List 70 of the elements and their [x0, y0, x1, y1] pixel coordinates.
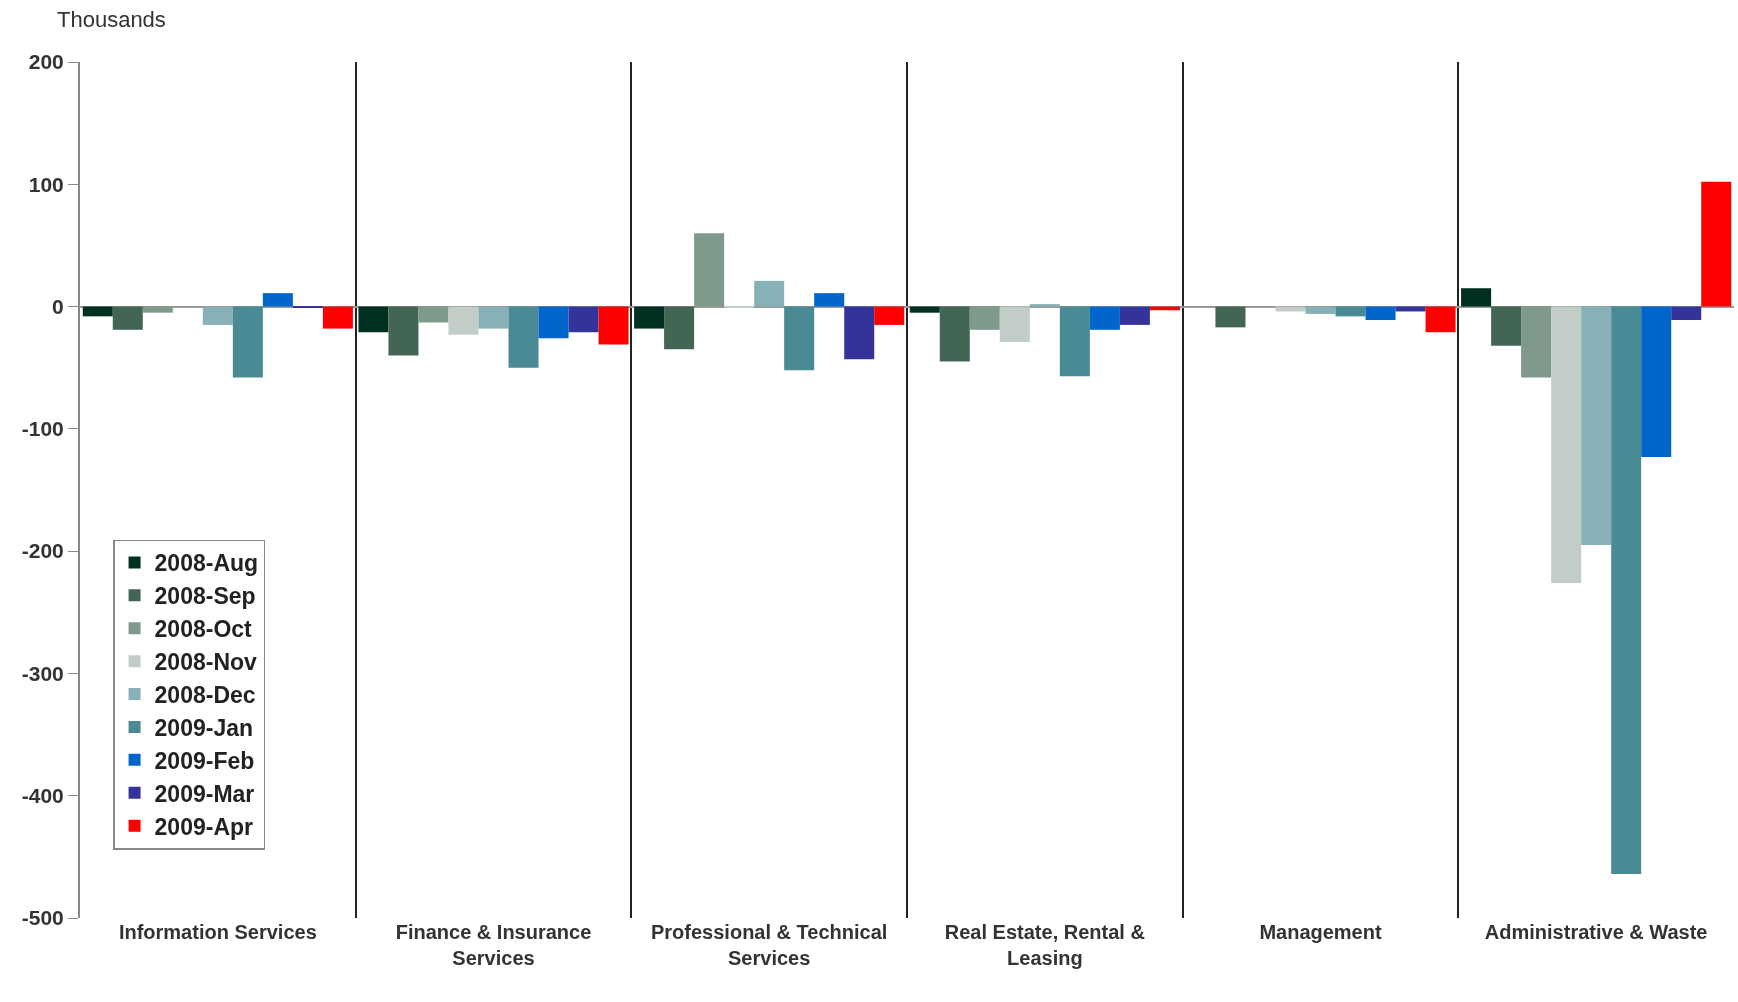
y-tick-label: -300	[21, 661, 64, 685]
x-tick-label: Administrative & Waste	[1484, 921, 1708, 943]
legend-label: 2009-Jan	[154, 714, 254, 741]
y-tick-label: 0	[52, 294, 64, 318]
bar	[1335, 306, 1366, 317]
bar	[844, 306, 875, 360]
bar	[664, 306, 695, 350]
bar	[448, 306, 479, 335]
bar	[634, 306, 665, 329]
bar	[1701, 181, 1732, 307]
x-tick-label: Real Estate, Rental & Leasing	[944, 921, 1145, 969]
bar	[1491, 306, 1522, 346]
legend-label: 2008-Nov	[154, 649, 258, 676]
bar	[1305, 306, 1336, 314]
bar	[1059, 306, 1090, 377]
y-axis-title: Thousands	[57, 7, 166, 32]
y-tick-label: -200	[21, 539, 64, 563]
bar	[538, 306, 569, 339]
legend-label: 2008-Sep	[154, 583, 256, 610]
bar	[568, 306, 599, 333]
bar	[232, 306, 263, 378]
bar	[939, 306, 970, 362]
bar	[814, 293, 845, 307]
bar	[1365, 306, 1396, 321]
bar	[1461, 288, 1492, 307]
bar	[508, 306, 539, 368]
legend-label: 2009-Mar	[154, 780, 255, 807]
y-tick-label: -500	[21, 906, 64, 930]
legend-label: 2009-Apr	[154, 813, 254, 840]
legend-label: 2008-Dec	[154, 682, 256, 709]
bar	[202, 306, 233, 325]
bar	[969, 306, 1000, 330]
bar	[142, 306, 173, 313]
bar	[694, 233, 725, 307]
x-tick-label: Management	[1259, 921, 1382, 943]
bar	[754, 280, 785, 307]
bar	[1425, 306, 1456, 333]
bar	[1551, 306, 1582, 583]
bar	[874, 306, 905, 325]
bar	[418, 306, 449, 323]
bar	[1641, 306, 1672, 457]
bar	[1089, 306, 1120, 330]
bar	[598, 306, 629, 345]
y-tick-label: 200	[28, 50, 64, 74]
y-tick-label: -400	[21, 784, 64, 808]
bar	[322, 306, 353, 329]
bar	[1215, 306, 1246, 328]
bar	[1611, 306, 1642, 874]
bar	[909, 306, 940, 313]
bar	[82, 306, 113, 317]
bar	[478, 306, 509, 329]
bar	[1671, 306, 1702, 321]
legend-label: 2009-Feb	[154, 747, 255, 774]
bar	[1581, 306, 1612, 546]
x-tick-label: Professional & Technical Services	[650, 921, 888, 969]
bar	[1521, 306, 1552, 378]
bar	[1119, 306, 1150, 325]
bar	[112, 306, 143, 330]
bar	[784, 306, 815, 371]
y-tick-label: 100	[28, 172, 64, 196]
bar	[999, 306, 1030, 343]
x-tick-label: Information Services	[118, 921, 317, 943]
bar	[358, 306, 389, 333]
bar	[388, 306, 419, 356]
legend-label: 2008-Aug	[154, 550, 259, 577]
bar	[1029, 304, 1060, 307]
bar	[262, 293, 293, 307]
legend-label: 2008-Oct	[154, 616, 253, 643]
y-tick-label: -100	[21, 417, 64, 441]
x-tick-label: Finance & Insurance Services	[395, 921, 592, 969]
